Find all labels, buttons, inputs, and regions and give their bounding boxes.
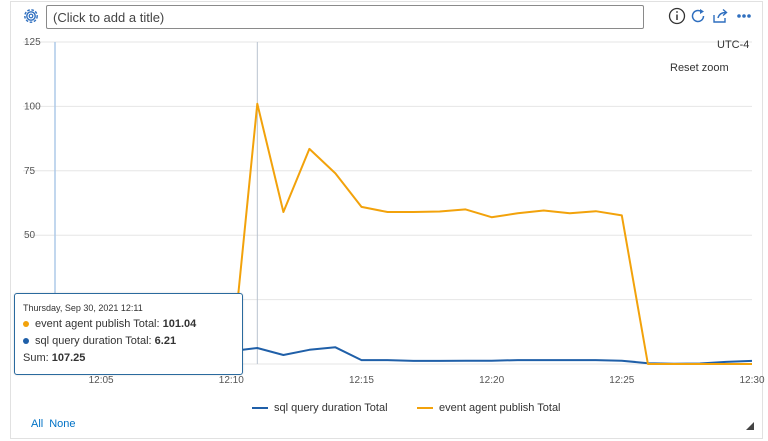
more-icon[interactable] [734,6,754,26]
tooltip-label: sql query duration Total: [35,335,155,347]
reset-zoom-button[interactable]: Reset zoom [670,62,729,74]
chart-title-input[interactable] [46,5,644,29]
legend-swatch [417,407,433,410]
share-icon[interactable] [710,6,730,26]
x-tick-label: 12:20 [479,375,504,386]
chart-tooltip: Thursday, Sep 30, 2021 12:11 event agent… [14,293,243,375]
legend-item-event[interactable]: event agent publish Total [417,402,561,414]
x-tick-label: 12:15 [349,375,374,386]
x-tick-label: 12:05 [89,375,114,386]
select-all-link[interactable]: All [31,418,44,430]
timezone-label: UTC-4 [717,39,750,51]
tooltip-sum-label: Sum: [23,352,52,364]
y-tick-label: 100 [24,101,41,112]
tooltip-row-sql: sql query duration Total: 6.21 [23,333,234,350]
x-tick-label: 12:10 [219,375,244,386]
event-series-dot [23,321,29,328]
legend-label: sql query duration Total [274,402,388,414]
tooltip-row-event: event agent publish Total: 101.04 [23,316,234,333]
legend-label: event agent publish Total [439,402,561,414]
select-none-link[interactable]: None [49,418,76,430]
tooltip-sum-value: 107.25 [51,352,86,364]
y-tick-label: 75 [24,166,36,177]
sql-series-dot [23,338,29,345]
y-tick-label: 125 [24,37,41,48]
y-tick-label: 50 [24,230,36,241]
tooltip-label: event agent publish Total: [35,318,163,330]
gear-icon[interactable] [21,6,41,26]
info-icon[interactable] [667,6,687,26]
resize-handle-icon[interactable] [744,420,754,430]
tooltip-value: 101.04 [162,318,197,330]
tooltip-value: 6.21 [154,335,177,347]
series-line-event [230,102,752,365]
x-tick-label: 12:25 [609,375,634,386]
refresh-icon[interactable] [688,6,708,26]
legend-selectors: All None [31,418,82,430]
tooltip-sum: Sum: 107.25 [23,350,234,367]
x-tick-label: 12:30 [739,375,764,386]
tooltip-date: Thursday, Sep 30, 2021 12:11 [23,303,143,313]
chart-legend: sql query duration Total event agent pub… [0,402,768,418]
legend-swatch [252,407,268,410]
legend-item-sql[interactable]: sql query duration Total [252,402,388,414]
